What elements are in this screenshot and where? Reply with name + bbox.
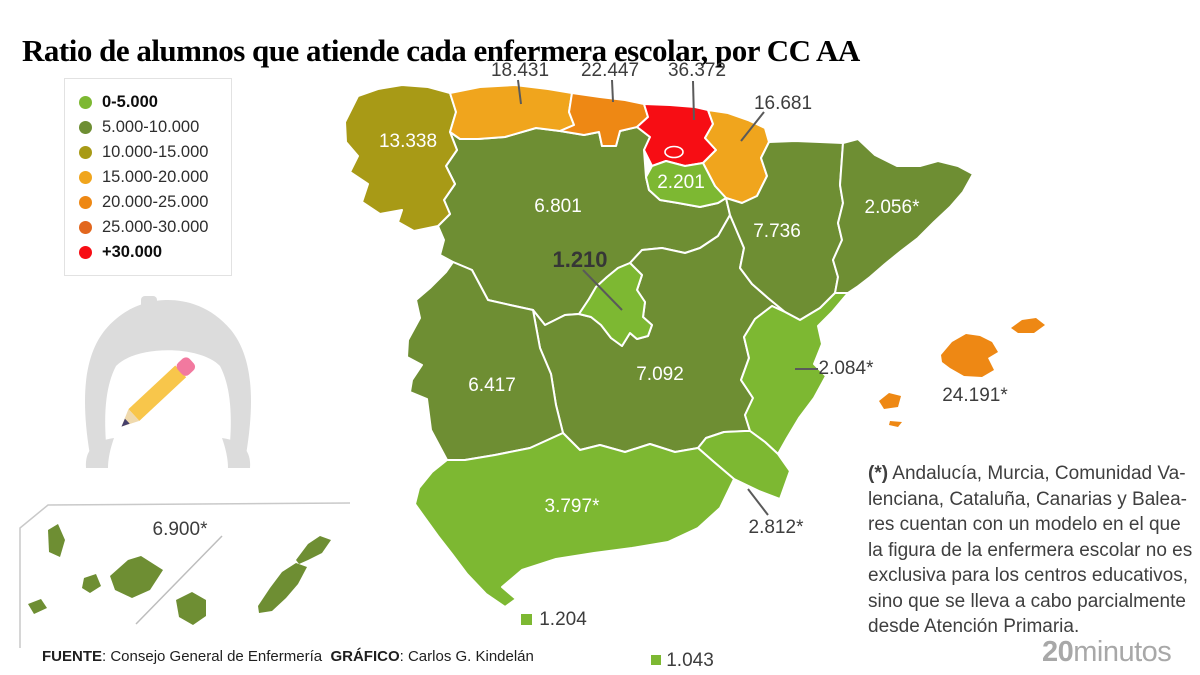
legend-item: +30.000 xyxy=(79,240,231,265)
region-baleares xyxy=(879,318,1045,427)
value-label-aragon: 7.736 xyxy=(753,221,801,242)
island-ibiza xyxy=(879,393,901,409)
asterisk-note-text: Andalucía, Murcia, Comunidad Va- lencian… xyxy=(868,463,1193,637)
value-label-clm: 7.092 xyxy=(636,364,684,385)
island-la-gomera xyxy=(82,574,101,593)
value-label-castilla-y-leon: 6.801 xyxy=(534,196,582,217)
region-cataluna xyxy=(832,138,974,294)
canarias-inset-frame xyxy=(19,502,351,648)
legend-item-label: +30.000 xyxy=(102,243,163,261)
value-label-canarias: 6.900* xyxy=(152,519,208,540)
legend-item: 15.000-20.000 xyxy=(79,165,231,190)
page-title: Ratio de alumnos que atiende cada enferm… xyxy=(22,32,860,68)
legend-item-label: 5.000-10.000 xyxy=(102,118,200,136)
pencil-icon xyxy=(121,357,196,427)
legend-item-label: 10.000-15.000 xyxy=(102,143,209,161)
value-label-madrid: 1.210 xyxy=(552,247,608,272)
legend-item-label: 0-5.000 xyxy=(102,93,158,111)
value-label-asturias: 18.431 xyxy=(490,60,550,81)
fuente-label: FUENTE xyxy=(42,648,102,665)
legend-swatch-icon xyxy=(79,121,92,134)
legend-swatch-icon xyxy=(79,221,92,234)
legend-swatch-icon xyxy=(79,196,92,209)
island-el-hierro xyxy=(28,599,47,614)
value-label-murcia: 2.812* xyxy=(748,517,804,538)
legend-item-label: 15.000-20.000 xyxy=(102,168,209,186)
region-canarias xyxy=(28,524,331,625)
nurse-icon xyxy=(85,296,251,468)
20minutos-logo: 20minutos xyxy=(1042,636,1172,668)
value-label-melilla: 1.043 xyxy=(666,650,714,671)
island-la-palma xyxy=(48,524,65,557)
legend-item: 0-5.000 xyxy=(79,90,231,115)
value-label-navarra: 16.681 xyxy=(753,93,813,114)
asterisk-note: (*) Andalucía, Murcia, Comunidad Va- len… xyxy=(868,461,1193,640)
island-lanzarote xyxy=(296,536,331,564)
value-label-cataluna: 2.056* xyxy=(864,197,920,218)
island-tenerife xyxy=(110,556,163,598)
legend-item: 20.000-25.000 xyxy=(79,190,231,215)
value-label-andalucia: 3.797* xyxy=(544,496,600,517)
legend-item-label: 20.000-25.000 xyxy=(102,193,209,211)
value-label-valencia: 2.084* xyxy=(818,358,874,379)
legend-item: 25.000-30.000 xyxy=(79,215,231,240)
value-label-baleares: 24.191* xyxy=(942,385,1008,406)
region-galicia xyxy=(344,84,458,232)
region-murcia xyxy=(697,430,791,500)
value-label-galicia: 13.338 xyxy=(378,131,438,152)
legend-swatch-icon xyxy=(79,171,92,184)
value-label-cantabria: 22.447 xyxy=(580,60,640,81)
legend-item: 10.000-15.000 xyxy=(79,140,231,165)
grafico-label: GRÁFICO xyxy=(330,648,400,665)
trevino-enclave-outline xyxy=(664,145,684,159)
asterisk-note-marker: (*) xyxy=(868,463,889,484)
region-ceuta xyxy=(521,614,532,625)
value-label-ceuta: 1.204 xyxy=(539,609,587,630)
island-gran-canaria xyxy=(176,592,206,625)
region-cantabria xyxy=(559,92,649,147)
legend: 0-5.000 5.000-10.000 10.000-15.000 15.00… xyxy=(64,78,232,276)
island-fuerteventura xyxy=(258,563,307,613)
legend-item: 5.000-10.000 xyxy=(79,115,231,140)
legend-swatch-icon xyxy=(79,96,92,109)
island-mallorca xyxy=(941,334,998,377)
source-credit: FUENTE: Consejo General de Enfermería GR… xyxy=(42,648,534,665)
value-label-la-rioja: 2.201 xyxy=(657,172,705,193)
region-andalucia xyxy=(414,432,735,608)
region-la-rioja xyxy=(645,160,727,208)
region-melilla xyxy=(651,655,661,665)
fuente-value: : Consejo General de Enfermería xyxy=(102,648,323,665)
island-menorca xyxy=(1011,318,1045,333)
region-asturias xyxy=(449,84,575,140)
leader-lines xyxy=(517,79,818,516)
value-label-extremadura: 6.417 xyxy=(468,375,516,396)
legend-item-label: 25.000-30.000 xyxy=(102,218,209,236)
legend-swatch-icon xyxy=(79,246,92,259)
value-label-pais-vasco: 36.372 xyxy=(667,60,727,81)
island-formentera xyxy=(889,421,902,427)
grafico-value: : Carlos G. Kindelán xyxy=(399,648,534,665)
legend-swatch-icon xyxy=(79,146,92,159)
